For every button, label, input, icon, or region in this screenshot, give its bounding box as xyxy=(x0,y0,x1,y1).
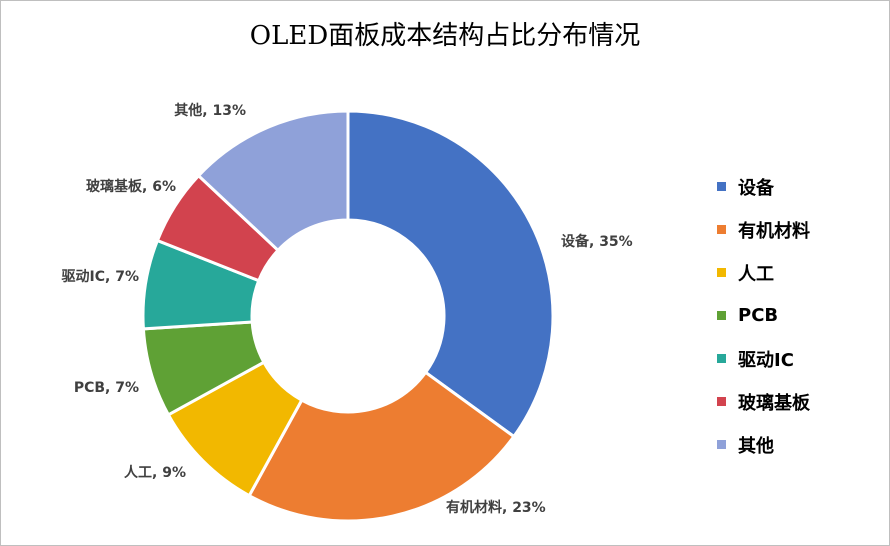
legend-item-4: PCB xyxy=(717,294,810,337)
donut-slice-1 xyxy=(346,109,555,439)
legend-label: 玻璃基板 xyxy=(738,392,810,414)
legend-item-6: 玻璃基板 xyxy=(717,380,810,423)
donut-slice-7 xyxy=(196,109,350,253)
legend-label: PCB xyxy=(738,305,779,326)
legend-item-5: 驱动IC xyxy=(717,337,810,380)
legend-label: 设备 xyxy=(738,177,774,199)
chart-legend: 设备有机材料人工 PCB 驱动IC 玻璃基板其他 xyxy=(717,165,810,466)
data-label-1: 设备, 35% xyxy=(561,233,633,250)
legend-label: 有机材料 xyxy=(738,220,810,242)
legend-label: 其他 xyxy=(738,435,774,457)
data-label-3: 人工, 9% xyxy=(124,464,186,481)
donut-slice-2 xyxy=(247,370,516,523)
legend-label: 人工 xyxy=(738,263,774,285)
legend-swatch xyxy=(717,225,726,234)
legend-swatch xyxy=(717,182,726,191)
legend-swatch xyxy=(717,268,726,277)
data-label-6: 玻璃基板, 6% xyxy=(86,178,176,195)
legend-swatch xyxy=(717,440,726,449)
legend-item-2: 有机材料 xyxy=(717,208,810,251)
chart-title: OLED面板成本结构占比分布情况 xyxy=(249,21,641,51)
data-label-7: 其他, 13% xyxy=(174,102,246,119)
legend-swatch xyxy=(717,311,726,320)
legend-item-3: 人工 xyxy=(717,251,810,294)
data-label-5: 驱动IC, 7% xyxy=(62,268,139,285)
legend-item-1: 设备 xyxy=(717,165,810,208)
legend-swatch xyxy=(717,354,726,363)
data-label-4: PCB, 7% xyxy=(74,380,139,396)
legend-label: 驱动IC xyxy=(738,349,794,371)
legend-item-7: 其他 xyxy=(717,423,810,466)
legend-swatch xyxy=(717,397,726,406)
data-label-2: 有机材料, 23% xyxy=(446,499,546,516)
